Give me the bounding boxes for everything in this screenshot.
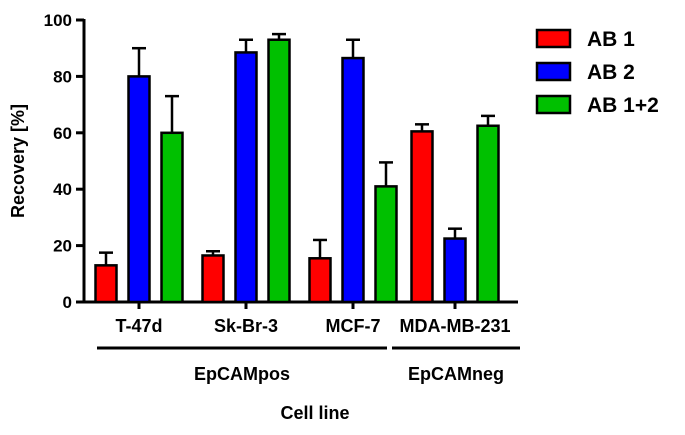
y-tick-label: 100 — [44, 11, 72, 30]
bar — [410, 130, 434, 304]
bar — [374, 185, 398, 304]
bar — [443, 237, 467, 304]
legend-label: AB 1+2 — [587, 94, 659, 117]
x-tick-label: MDA-MB-231 — [399, 316, 510, 336]
group-label: EpCAMpos — [194, 364, 290, 384]
group-label: EpCAMneg — [408, 364, 504, 384]
bar — [94, 264, 118, 304]
x-tick-label: Sk-Br-3 — [214, 316, 278, 336]
chart-legend: AB 1 AB 2 AB 1+2 — [535, 28, 659, 117]
chart-labels: Recovery [%] T-47d Sk-Br-3 MCF-7 MDA-MB-231 E… — [8, 104, 511, 423]
chart-axes: 0 20 40 60 80 100 — [44, 11, 520, 350]
x-tick-label: MCF-7 — [326, 316, 381, 336]
bar — [308, 257, 332, 304]
legend-label: AB 1 — [587, 28, 635, 51]
bar — [160, 131, 184, 304]
bar — [476, 124, 500, 304]
legend-swatch — [535, 94, 572, 115]
bar — [341, 56, 365, 304]
bar — [201, 254, 225, 304]
x-axis-title: Cell line — [280, 403, 349, 423]
chart-bars — [94, 38, 500, 304]
legend-label: AB 2 — [587, 61, 635, 84]
y-tick-label: 60 — [53, 124, 72, 143]
chart-error-bars — [99, 32, 495, 266]
legend-swatch — [535, 61, 572, 82]
y-tick-label: 80 — [53, 67, 72, 86]
bar — [234, 51, 258, 304]
y-axis-title: Recovery [%] — [8, 104, 28, 218]
bar — [267, 38, 291, 304]
y-tick-label: 0 — [63, 293, 72, 312]
x-tick-label: T-47d — [115, 316, 162, 336]
legend-swatch — [535, 28, 572, 49]
bar — [127, 75, 151, 304]
y-tick-label: 40 — [53, 180, 72, 199]
y-tick-label: 20 — [53, 237, 72, 256]
